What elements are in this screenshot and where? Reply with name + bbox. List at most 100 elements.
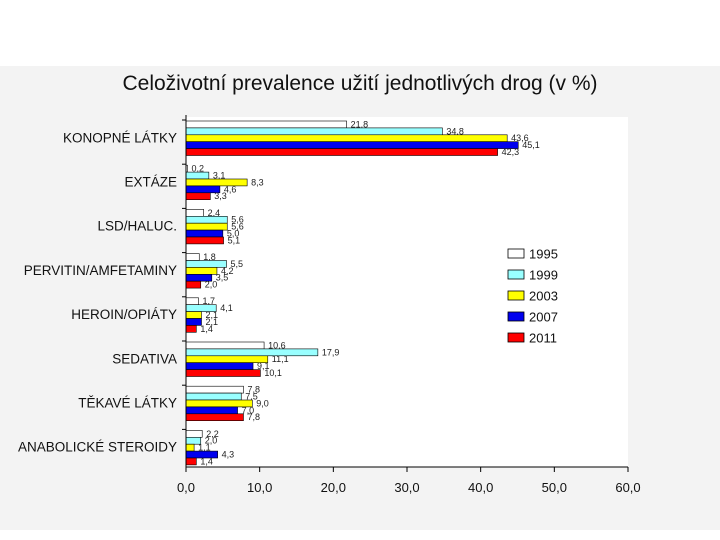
data-label: 45,1 (522, 140, 540, 150)
data-label: 9,0 (256, 398, 269, 408)
bar-1999 (185, 171, 210, 180)
data-label: 7,5 (245, 392, 258, 402)
bar-2011 (185, 280, 202, 289)
data-label: 5,5 (231, 259, 244, 269)
data-label: 5,6 (231, 215, 244, 225)
data-label: 10,1 (264, 368, 282, 378)
bar-2011 (185, 413, 244, 421)
bar-2011 (185, 325, 197, 333)
bar-2011 (185, 192, 211, 201)
chart-title: Celoživotní prevalence užití jednotlivýc… (122, 72, 598, 95)
bar-1995 (185, 297, 199, 305)
bar-1995 (185, 385, 244, 394)
x-tick-label: 30,0 (394, 480, 419, 495)
bar-2011 (185, 148, 498, 156)
data-label: 21,8 (351, 119, 369, 129)
bar-1995 (185, 341, 265, 350)
bar-1999 (185, 348, 319, 357)
legend-swatch-1999 (507, 269, 525, 280)
bar-1995 (185, 209, 204, 217)
category-label: KONOPNÉ LÁTKY (63, 130, 177, 145)
data-label: 2,1 (205, 310, 218, 320)
x-tick-label: 10,0 (247, 480, 272, 495)
data-label: 5,0 (227, 229, 240, 239)
bar-1995 (185, 430, 203, 438)
legend-label-1995: 1995 (529, 247, 558, 262)
data-label: 8,3 (251, 177, 264, 187)
bar-2007 (185, 141, 519, 149)
bar-2003 (185, 267, 218, 275)
x-tick-label: 0,0 (177, 480, 195, 495)
bar-2003 (185, 311, 202, 319)
bar-1999 (185, 216, 228, 224)
data-label: 7,8 (247, 385, 260, 395)
legend-label-1999: 1999 (529, 268, 558, 283)
data-label: 5,1 (228, 235, 241, 245)
category-label: EXTÁZE (124, 174, 177, 189)
bar-2011 (185, 457, 197, 466)
x-tick-label: 50,0 (542, 480, 567, 495)
category-label: TĚKAVÉ LÁTKY (78, 395, 177, 410)
legend-swatch-1995 (507, 248, 525, 259)
data-label: 43,6 (511, 133, 529, 143)
bar-2007 (185, 406, 238, 415)
bar-1995 (185, 120, 347, 129)
data-label: 3,1 (213, 171, 226, 181)
bar-2011 (185, 369, 261, 377)
bar-1995 (185, 253, 200, 261)
data-label: 0,2 (191, 164, 204, 174)
data-label: 10,6 (268, 340, 286, 350)
data-label: 3,3 (214, 191, 227, 201)
bar-1999 (185, 127, 443, 136)
x-tick-label: 40,0 (468, 480, 493, 495)
bar-2003 (185, 443, 195, 452)
data-label: 9,1 (257, 361, 270, 371)
plot-area (186, 117, 628, 467)
x-tick-label: 60,0 (615, 480, 640, 495)
bar-2007 (185, 362, 254, 370)
data-label: 2,0 (205, 436, 218, 446)
data-label: 4,2 (221, 266, 234, 276)
legend-label-2007: 2007 (529, 310, 558, 325)
category-label: PERVITIN/AMFETAMINY (24, 263, 177, 278)
data-label: 3,5 (216, 273, 229, 283)
data-label: 1,7 (203, 296, 216, 306)
bar-2003 (185, 134, 508, 143)
category-label: LSD/HALUC. (97, 219, 177, 234)
data-label: 2,2 (206, 429, 219, 439)
data-label: 1,4 (200, 324, 213, 334)
category-label: SEDATIVA (112, 351, 177, 366)
bar-2011 (185, 236, 224, 245)
legend-swatch-2007 (507, 311, 525, 322)
data-label: 7,8 (247, 412, 260, 422)
category-label: HEROIN/OPIÁTY (71, 307, 177, 322)
category-label: ANABOLICKÉ STEROIDY (18, 440, 177, 455)
legend-label-2003: 2003 (529, 289, 558, 304)
legend-swatch-2011 (507, 332, 525, 343)
data-label: 1,4 (200, 456, 213, 466)
data-label: 1,8 (203, 252, 216, 262)
data-label: 11,1 (272, 354, 289, 364)
bar-2003 (185, 355, 269, 363)
data-label: 4,6 (224, 184, 237, 194)
data-label: 34,8 (446, 126, 464, 136)
data-label: 4,3 (222, 450, 235, 460)
legend-label-2011: 2011 (529, 331, 557, 346)
data-label: 5,6 (231, 222, 244, 232)
bar-1999 (185, 392, 242, 401)
data-label: 42,3 (502, 147, 520, 157)
bar-2003 (185, 178, 248, 187)
data-label: 2,0 (205, 280, 218, 290)
data-label: 1,1 (198, 443, 211, 453)
bar-2007 (185, 318, 202, 326)
data-label: 7,0 (242, 405, 255, 415)
x-tick-label: 20,0 (321, 480, 346, 495)
data-label: 17,9 (322, 347, 340, 357)
data-label: 4,1 (220, 303, 233, 313)
bar-2003 (185, 222, 228, 231)
bar-2007 (185, 229, 224, 238)
data-label: 2,1 (205, 317, 218, 327)
data-label: 2,4 (208, 208, 221, 218)
